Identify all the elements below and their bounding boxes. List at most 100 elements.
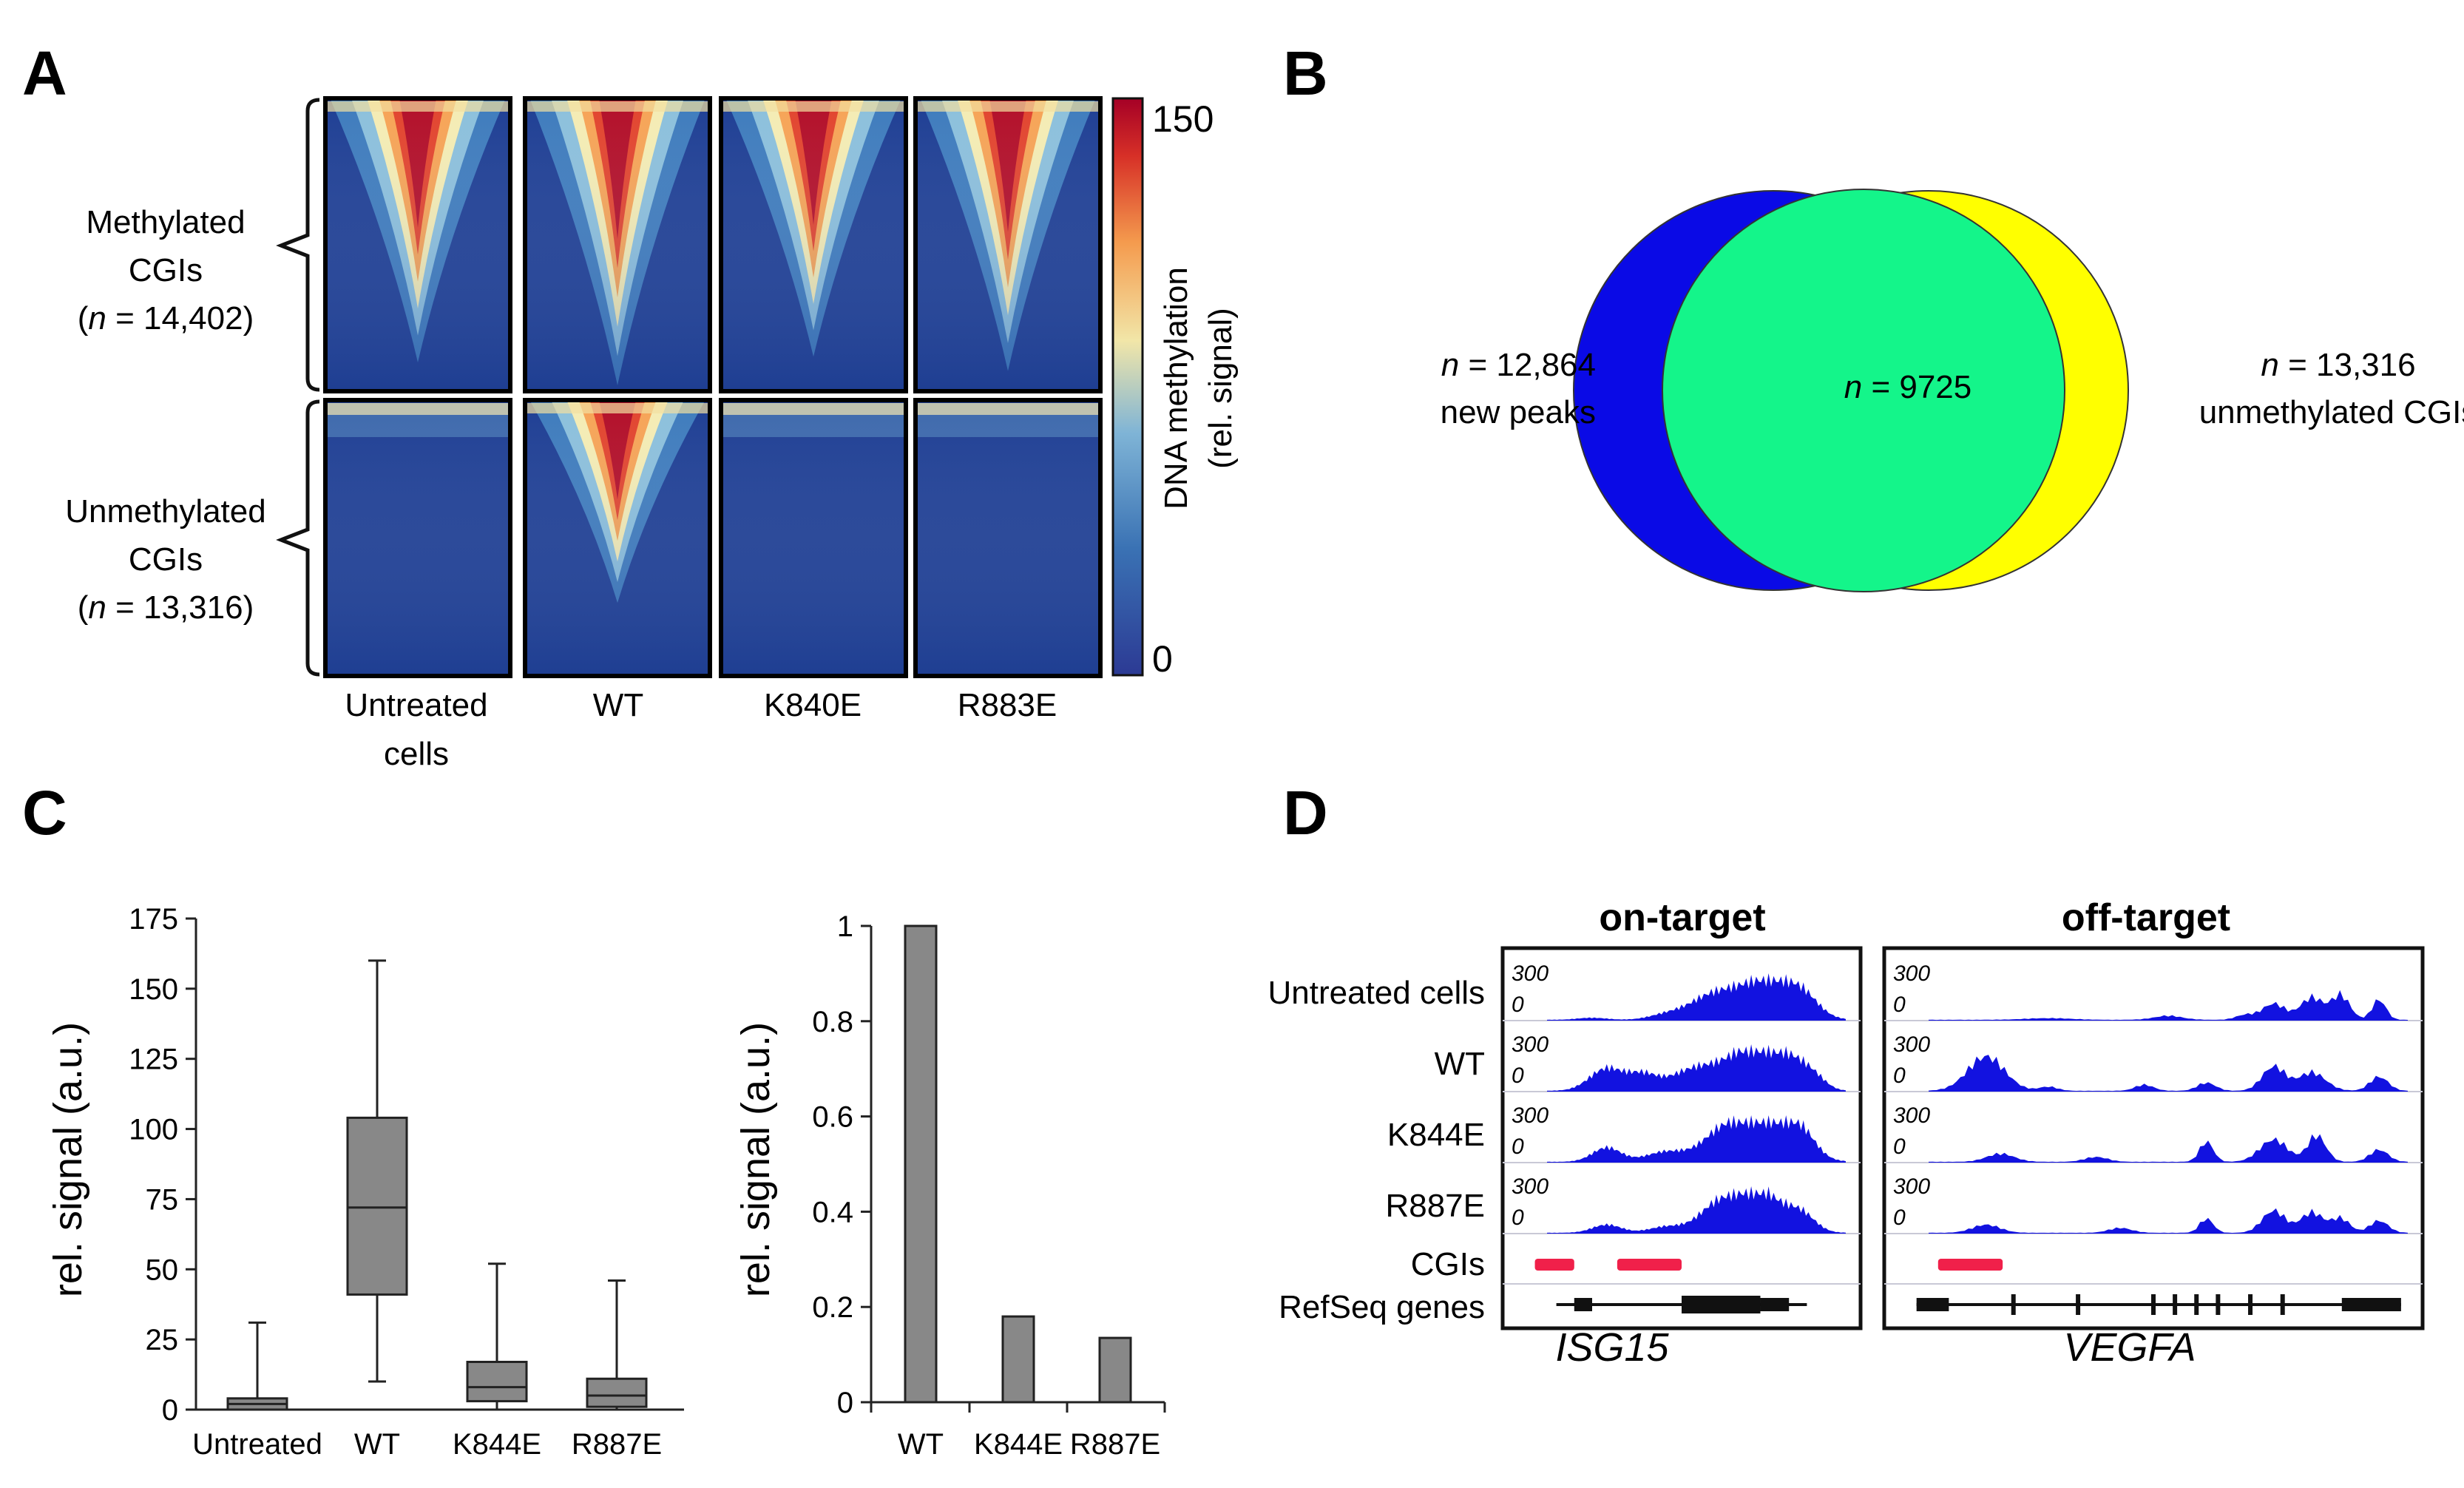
colorbar-max: 150 — [1152, 98, 1214, 140]
bar-ytick-label: 1 — [837, 910, 853, 943]
column-labels: Untreated cells WT K840E R883E — [345, 687, 1057, 772]
bar-chart: rel. signal (a.u.) 0 0.2 0.4 0.6 0.8 1 WT K844… — [734, 910, 1166, 1461]
venn-right-label: unmethylated CGIs — [2199, 394, 2464, 430]
row-label-methylated-n: (n = 14,402) — [78, 300, 254, 337]
n-symbol: n — [88, 589, 106, 626]
heatmap-grid — [323, 96, 1103, 678]
box-ytick-label: 125 — [129, 1044, 178, 1076]
signal-track — [1547, 973, 1846, 1021]
box-ytick-label: 75 — [146, 1183, 179, 1216]
genome-title-off-target: off-target — [2062, 896, 2230, 939]
row-label-methylated-line2: CGIs — [129, 252, 203, 288]
col-label-wt: WT — [593, 687, 643, 723]
box-iqr — [586, 1377, 648, 1408]
heatmap-border — [913, 96, 1103, 393]
venn-diagram — [1573, 189, 2129, 592]
heatmap-border — [719, 398, 908, 678]
n-value: = 14,402) — [106, 300, 254, 337]
heatmap-border — [323, 96, 512, 393]
panel-label-a: A — [22, 38, 67, 108]
venn-left-n: n = 12,864 — [1441, 347, 1596, 383]
colorbar-gradient — [1111, 97, 1144, 677]
gene-exon-small — [2216, 1294, 2221, 1315]
box-k844e — [466, 1262, 528, 1411]
gene-exon-small — [2011, 1294, 2016, 1315]
track-label-wt: WT — [1435, 1046, 1485, 1082]
box-xlabel: Untreated — [192, 1428, 322, 1461]
gene-exon-small — [2248, 1294, 2253, 1315]
row-label-unmethylated-n: (n = 13,316) — [78, 589, 254, 626]
gene-exon — [2341, 1298, 2401, 1311]
box-iqr — [466, 1360, 528, 1403]
gene-exon — [1760, 1298, 1790, 1311]
colorbar-title-line1: DNA methylation — [1158, 267, 1194, 510]
bracket-methylated — [276, 98, 320, 392]
bar-xlabel: R887E — [1070, 1428, 1160, 1461]
gene-label-isg15: ISG15 — [1555, 1325, 1669, 1370]
genome-title-on-target: on-target — [1599, 896, 1765, 939]
n-symbol: n — [1441, 347, 1459, 383]
gene-exon-small — [2151, 1294, 2156, 1315]
box-plot: rel. signal (a.u.) 0 25 50 75 100 125 150 175 U… — [46, 903, 684, 1461]
n-symbol: n — [88, 300, 106, 337]
heatmap-border — [523, 96, 712, 393]
track-scale-max: 300 — [1512, 1174, 1549, 1199]
col-label-k840e: K840E — [764, 687, 862, 723]
signal-track — [1547, 1186, 1846, 1234]
row-brackets — [276, 98, 320, 677]
heatmap-border — [523, 398, 712, 678]
signal-track — [1929, 1055, 2408, 1092]
heatmap-unmethylated-0 — [323, 398, 512, 678]
venn-left-label: new peaks — [1441, 394, 1596, 430]
row-label-unmethylated-line2: CGIs — [129, 541, 203, 578]
track-scale-min: 0 — [1893, 1063, 1906, 1088]
colorbar-min: 0 — [1152, 638, 1173, 680]
gene-exon-small — [2076, 1294, 2081, 1315]
heatmap-methylated-3 — [913, 96, 1103, 393]
col-label-r883e: R883E — [958, 687, 1057, 723]
signal-track — [1547, 1115, 1846, 1163]
genome-panel-on-target: 300 0 300 0 300 0 300 0 — [1500, 946, 1863, 1330]
track-scale-min: 0 — [1893, 992, 1906, 1017]
n-value: = 13,316) — [106, 589, 254, 626]
n-value: = 9725 — [1862, 369, 1971, 405]
track-label-refseq: RefSeq genes — [1279, 1289, 1485, 1325]
heatmap-unmethylated-3 — [913, 398, 1103, 678]
colorbar: 150 0 DNA methylation (rel. signal) — [1111, 97, 1239, 680]
track-label-cgis: CGIs — [1411, 1246, 1485, 1282]
bar-ytick-label: 0.8 — [812, 1006, 853, 1038]
venn-center-n: n = 9725 — [1844, 369, 1972, 405]
gene-exon — [1682, 1296, 1761, 1313]
gene-exon — [1916, 1298, 1949, 1311]
gene-exon-small — [2173, 1294, 2178, 1315]
col-label-untreated-line2: cells — [384, 736, 449, 772]
heatmap-unmethylated-2 — [719, 398, 908, 678]
track-scale-min: 0 — [1893, 1134, 1906, 1159]
heatmap-border — [719, 96, 908, 393]
track-scale-max: 300 — [1512, 1103, 1549, 1128]
track-label-k844e: K844E — [1387, 1117, 1485, 1153]
n-value: = 12,864 — [1459, 347, 1596, 383]
n-symbol: n — [2261, 347, 2278, 383]
panel-label-d: D — [1283, 778, 1328, 848]
heatmap-unmethylated-1 — [523, 398, 712, 678]
track-scale-max: 300 — [1893, 1174, 1930, 1199]
box-ytick-label: 150 — [129, 973, 178, 1006]
box-xlabel: R887E — [572, 1428, 662, 1461]
heatmap-border — [913, 398, 1103, 678]
box-r887e — [586, 1279, 648, 1411]
bar-ytick-label: 0 — [837, 1387, 853, 1419]
box-untreated — [226, 1321, 288, 1411]
box-iqr — [346, 1116, 408, 1296]
track-scale-min: 0 — [1512, 1063, 1524, 1088]
n-value: = 13,316 — [2279, 347, 2416, 383]
gene-exon-small — [2280, 1294, 2285, 1315]
venn-overlap — [1662, 189, 2065, 592]
box-wt — [346, 959, 408, 1383]
track-scale-max: 300 — [1893, 1032, 1930, 1057]
track-label-untreated: Untreated cells — [1268, 975, 1485, 1011]
bar-ytick-label: 0.6 — [812, 1101, 853, 1134]
gene-exon-small — [2194, 1294, 2199, 1315]
panel-label-b: B — [1283, 38, 1328, 108]
track-scale-min: 0 — [1512, 1205, 1524, 1230]
